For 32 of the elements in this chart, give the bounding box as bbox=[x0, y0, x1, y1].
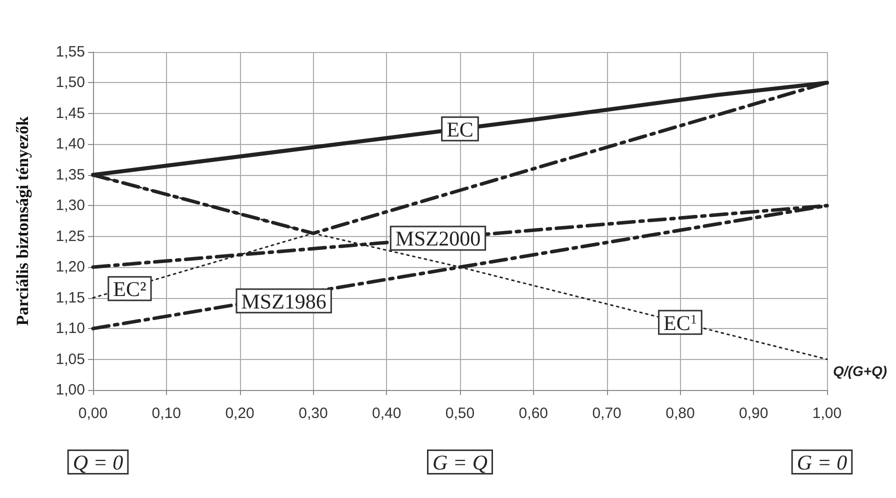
y-tick-label: 1,55 bbox=[56, 44, 85, 60]
annotation: MSZ2000 bbox=[395, 226, 481, 251]
y-tick-label: 1,30 bbox=[56, 197, 85, 214]
x-tick-label: 0,80 bbox=[666, 405, 695, 422]
x-tick-label: 0,70 bbox=[592, 405, 622, 422]
x-tick-label: 0,50 bbox=[445, 405, 475, 422]
y-tick-label: 1,35 bbox=[56, 166, 85, 184]
y-tick-label: 1,40 bbox=[56, 136, 85, 153]
y-tick-label: 1,25 bbox=[56, 228, 85, 245]
annotation: MSZ1986 bbox=[241, 289, 326, 314]
x-tick-label: 0,00 bbox=[78, 405, 108, 422]
x-axis-title: Q/(G+Q) bbox=[833, 363, 888, 379]
y-axis-title: Parciális biztonsági tényezők bbox=[13, 116, 32, 326]
text: G = Q bbox=[432, 450, 488, 474]
y-tick-label: 1,45 bbox=[56, 104, 85, 122]
y-tick-label: 1,05 bbox=[56, 350, 85, 368]
annotation: EC bbox=[446, 117, 474, 142]
y-tick-label: 1,50 bbox=[56, 74, 85, 92]
y-tick-label: 1,20 bbox=[56, 258, 85, 276]
annotation: EC² bbox=[113, 277, 146, 302]
x-tick-label: 0,40 bbox=[372, 405, 402, 422]
text: G = 0 bbox=[796, 450, 848, 474]
y-tick-label: 1,00 bbox=[56, 382, 85, 398]
text: Q = 0 bbox=[72, 450, 124, 474]
x-tick-label: 0,10 bbox=[152, 405, 181, 422]
x-tick-label: 0,90 bbox=[739, 405, 768, 422]
x-tick-label: 1,00 bbox=[812, 405, 842, 422]
x-tick-label: 0,60 bbox=[518, 405, 548, 422]
x-tick-label: 0,20 bbox=[225, 405, 254, 422]
y-tick-label: 1,15 bbox=[56, 289, 85, 306]
y-tick-label: 1,10 bbox=[56, 320, 85, 338]
x-tick-label: 0,30 bbox=[298, 405, 328, 422]
